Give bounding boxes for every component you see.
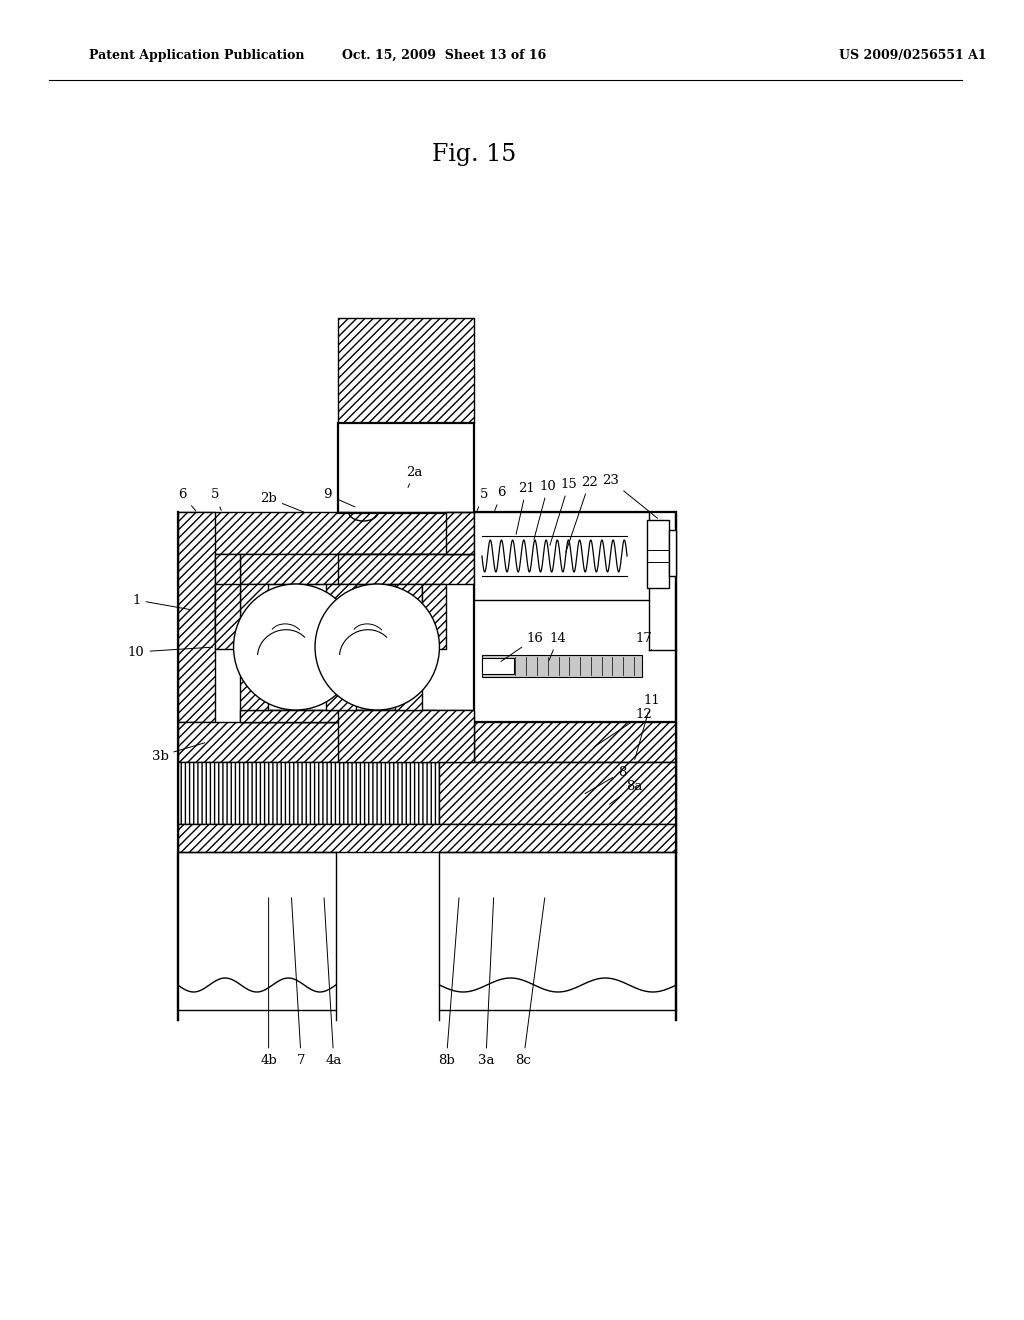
Text: 6: 6 [178,488,196,511]
Bar [240,583,267,710]
Text: 4a: 4a [324,898,342,1067]
Text: 11: 11 [635,693,660,759]
Bar [178,722,474,762]
Text: 12: 12 [595,708,652,747]
Text: Fig. 15: Fig. 15 [432,144,516,166]
Bar [240,710,474,722]
Text: 9: 9 [324,488,355,507]
Bar [647,520,669,587]
Bar [474,722,677,762]
Bar [482,657,513,675]
Text: 8c: 8c [515,898,545,1067]
Bar [178,824,677,851]
Text: 21: 21 [516,482,535,535]
Text: 15: 15 [550,478,578,545]
Bar [178,512,215,722]
Bar [215,583,240,649]
Circle shape [233,583,358,710]
Circle shape [315,583,439,710]
Text: 14: 14 [549,631,566,660]
Bar [474,512,649,601]
Bar [338,318,474,422]
Text: 8b: 8b [438,898,459,1067]
Bar [422,583,446,649]
Bar [669,531,677,576]
Bar [395,583,422,710]
Bar [338,710,474,762]
Bar [240,554,434,583]
Text: 8a: 8a [609,780,642,804]
Bar [215,554,240,644]
Text: 1: 1 [132,594,189,610]
Text: US 2009/0256551 A1: US 2009/0256551 A1 [840,49,987,62]
Text: 4b: 4b [260,898,276,1067]
Text: Oct. 15, 2009  Sheet 13 of 16: Oct. 15, 2009 Sheet 13 of 16 [342,49,547,62]
Bar [446,512,474,554]
Text: 16: 16 [501,631,544,661]
Bar [338,422,474,513]
Text: 5: 5 [211,488,221,511]
Bar [439,762,677,824]
Bar [326,583,355,710]
Bar [338,554,474,583]
Bar [178,762,439,824]
Bar [178,512,474,554]
Bar [474,512,677,722]
Text: 6: 6 [495,487,506,511]
Bar [240,710,434,722]
Text: 10: 10 [534,479,556,540]
Text: 22: 22 [565,475,598,552]
Bar [482,655,642,677]
Text: 2b: 2b [260,491,303,512]
Text: 17: 17 [636,631,652,649]
Text: 23: 23 [602,474,657,519]
Text: 10: 10 [128,645,213,659]
Text: 8: 8 [585,766,627,793]
Text: 3a: 3a [477,898,495,1067]
Text: 7: 7 [292,898,305,1067]
Text: Patent Application Publication: Patent Application Publication [89,49,304,62]
Text: 3b: 3b [152,743,205,763]
Text: 5: 5 [477,488,488,511]
Text: 2a: 2a [407,466,423,487]
